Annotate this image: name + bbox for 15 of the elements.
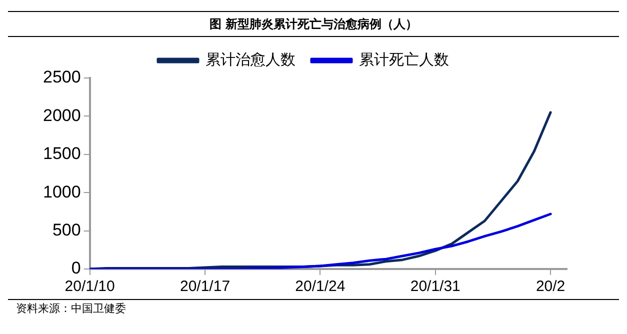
y-tick-label: 1000: [42, 182, 81, 202]
legend-label: 累计治愈人数: [206, 50, 296, 68]
x-tick-label: 20/1/24: [295, 278, 346, 296]
y-tick-label: 1500: [42, 144, 81, 164]
x-tick-label: 20/1/31: [410, 278, 460, 296]
y-tick-label: 500: [52, 220, 81, 240]
chart-title: 图 新型肺炎累计死亡与治愈病例（人）: [8, 11, 619, 37]
x-tick-label: 20/1/10: [64, 278, 115, 296]
y-tick-label: 2500: [42, 68, 81, 87]
x-tick-label: 20/2: [536, 278, 566, 296]
text: 资料来源：中国卫健委: [8, 299, 619, 318]
x-tick-label: 20/1/17: [180, 278, 230, 296]
y-tick-label: 2000: [42, 106, 81, 125]
y-tick-label: 0: [71, 258, 81, 278]
legend-label: 累计死亡人数: [359, 50, 449, 68]
